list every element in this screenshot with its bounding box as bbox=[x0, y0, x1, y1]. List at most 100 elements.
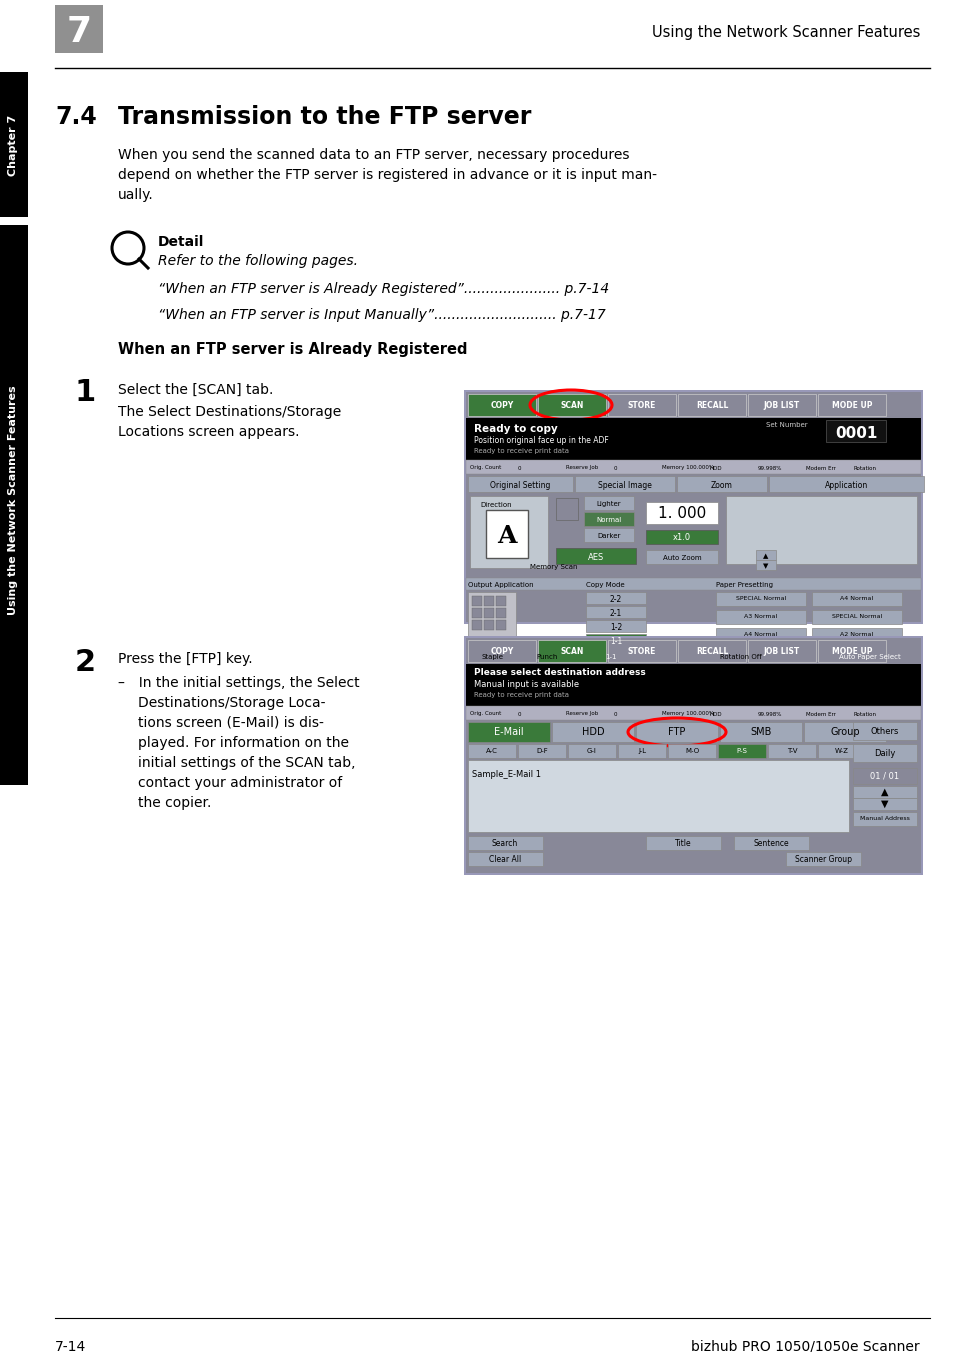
Text: T-V: T-V bbox=[786, 748, 797, 754]
FancyBboxPatch shape bbox=[825, 420, 885, 442]
FancyBboxPatch shape bbox=[585, 634, 645, 646]
Text: Ready to receive print data: Ready to receive print data bbox=[474, 448, 568, 454]
Text: P-S: P-S bbox=[736, 748, 746, 754]
Text: Others: Others bbox=[870, 726, 899, 735]
Text: Position original face up in the ADF: Position original face up in the ADF bbox=[474, 435, 608, 445]
Text: 2-2: 2-2 bbox=[609, 595, 621, 603]
Text: Application: Application bbox=[824, 480, 867, 489]
FancyBboxPatch shape bbox=[483, 596, 494, 606]
FancyBboxPatch shape bbox=[496, 621, 505, 630]
Text: When you send the scanned data to an FTP server, necessary procedures: When you send the scanned data to an FTP… bbox=[118, 147, 629, 162]
FancyBboxPatch shape bbox=[852, 798, 916, 810]
FancyBboxPatch shape bbox=[537, 639, 605, 662]
Text: 0: 0 bbox=[614, 711, 617, 717]
FancyBboxPatch shape bbox=[718, 744, 765, 758]
Text: Normal: Normal bbox=[596, 516, 621, 523]
FancyBboxPatch shape bbox=[585, 606, 645, 618]
Text: ▼: ▼ bbox=[762, 562, 768, 569]
Text: Select the [SCAN] tab.: Select the [SCAN] tab. bbox=[118, 383, 274, 397]
Text: Modem Err: Modem Err bbox=[805, 465, 835, 470]
Text: Ready to receive print data: Ready to receive print data bbox=[474, 692, 568, 698]
Text: Rotation Off: Rotation Off bbox=[720, 654, 761, 660]
FancyBboxPatch shape bbox=[556, 498, 578, 521]
FancyBboxPatch shape bbox=[645, 502, 718, 525]
Text: Rotation: Rotation bbox=[853, 465, 876, 470]
Text: “When an FTP server is Already Registered”...................... p.7-14: “When an FTP server is Already Registere… bbox=[158, 283, 609, 296]
Text: Special Image: Special Image bbox=[598, 480, 651, 489]
Text: Refer to the following pages.: Refer to the following pages. bbox=[158, 254, 357, 268]
Text: Memory 100.000%: Memory 100.000% bbox=[661, 711, 713, 717]
FancyBboxPatch shape bbox=[755, 550, 775, 560]
Text: Output Application: Output Application bbox=[468, 581, 533, 588]
FancyBboxPatch shape bbox=[785, 852, 861, 867]
Text: 2-1: 2-1 bbox=[609, 608, 621, 618]
FancyBboxPatch shape bbox=[468, 836, 542, 850]
FancyBboxPatch shape bbox=[852, 768, 916, 784]
Text: W-Z: W-Z bbox=[834, 748, 848, 754]
Text: M-O: M-O bbox=[684, 748, 699, 754]
Text: 0: 0 bbox=[517, 711, 521, 717]
Text: HDD: HDD bbox=[709, 465, 721, 470]
Text: Search: Search bbox=[492, 838, 517, 848]
FancyBboxPatch shape bbox=[667, 744, 716, 758]
Text: Memory Scan: Memory Scan bbox=[530, 564, 578, 571]
Text: SPECIAL Normal: SPECIAL Normal bbox=[831, 615, 882, 619]
FancyBboxPatch shape bbox=[468, 639, 536, 662]
Text: Copy Mode: Copy Mode bbox=[585, 581, 624, 588]
Text: A4 Normal: A4 Normal bbox=[743, 633, 777, 638]
Text: JOB LIST: JOB LIST bbox=[763, 400, 800, 410]
Text: 1. 000: 1. 000 bbox=[658, 507, 705, 522]
Text: A4 Normal: A4 Normal bbox=[840, 596, 873, 602]
Text: 7.4: 7.4 bbox=[55, 105, 96, 128]
FancyBboxPatch shape bbox=[817, 639, 885, 662]
FancyBboxPatch shape bbox=[803, 722, 885, 742]
FancyBboxPatch shape bbox=[583, 512, 634, 526]
Text: Press the [FTP] key.: Press the [FTP] key. bbox=[118, 652, 253, 667]
FancyBboxPatch shape bbox=[468, 852, 542, 867]
Text: HDD: HDD bbox=[709, 711, 721, 717]
FancyBboxPatch shape bbox=[465, 664, 920, 706]
Text: 2: 2 bbox=[75, 648, 96, 677]
Text: 0: 0 bbox=[614, 465, 617, 470]
FancyBboxPatch shape bbox=[567, 744, 616, 758]
FancyBboxPatch shape bbox=[583, 496, 634, 510]
FancyBboxPatch shape bbox=[716, 610, 805, 625]
Text: SMB: SMB bbox=[749, 727, 771, 737]
Text: Original Setting: Original Setting bbox=[490, 480, 550, 489]
Text: Using the Network Scanner Features: Using the Network Scanner Features bbox=[8, 385, 18, 615]
Text: 7-14: 7-14 bbox=[55, 1340, 86, 1352]
FancyBboxPatch shape bbox=[472, 608, 481, 618]
FancyBboxPatch shape bbox=[658, 650, 685, 664]
FancyBboxPatch shape bbox=[678, 639, 745, 662]
FancyBboxPatch shape bbox=[817, 393, 885, 416]
FancyBboxPatch shape bbox=[583, 529, 634, 542]
FancyBboxPatch shape bbox=[852, 813, 916, 826]
FancyBboxPatch shape bbox=[468, 722, 550, 742]
Text: ually.: ually. bbox=[118, 188, 153, 201]
Text: contact your administrator of: contact your administrator of bbox=[138, 776, 342, 790]
FancyBboxPatch shape bbox=[645, 550, 718, 564]
Text: Lighter: Lighter bbox=[596, 502, 620, 507]
FancyBboxPatch shape bbox=[472, 621, 481, 630]
Text: Rotation: Rotation bbox=[853, 711, 876, 717]
Text: When an FTP server is Already Registered: When an FTP server is Already Registered bbox=[118, 342, 467, 357]
Text: Paper Presetting: Paper Presetting bbox=[716, 581, 772, 588]
FancyBboxPatch shape bbox=[483, 608, 494, 618]
Text: Using the Network Scanner Features: Using the Network Scanner Features bbox=[651, 24, 919, 39]
FancyBboxPatch shape bbox=[852, 744, 916, 763]
FancyBboxPatch shape bbox=[575, 476, 675, 492]
FancyBboxPatch shape bbox=[607, 393, 676, 416]
FancyBboxPatch shape bbox=[811, 610, 901, 625]
Text: 1-1: 1-1 bbox=[609, 637, 621, 645]
FancyBboxPatch shape bbox=[496, 608, 505, 618]
FancyBboxPatch shape bbox=[585, 592, 645, 604]
Text: JOB LIST: JOB LIST bbox=[763, 646, 800, 656]
Text: “When an FTP server is Input Manually”............................ p.7-17: “When an FTP server is Input Manually”..… bbox=[158, 308, 605, 322]
Text: Sample_E-Mail 1: Sample_E-Mail 1 bbox=[472, 771, 540, 779]
FancyBboxPatch shape bbox=[465, 638, 920, 873]
FancyBboxPatch shape bbox=[733, 836, 808, 850]
Text: ▼: ▼ bbox=[881, 799, 888, 808]
FancyBboxPatch shape bbox=[521, 650, 572, 664]
FancyBboxPatch shape bbox=[645, 836, 720, 850]
Text: 0: 0 bbox=[517, 465, 521, 470]
